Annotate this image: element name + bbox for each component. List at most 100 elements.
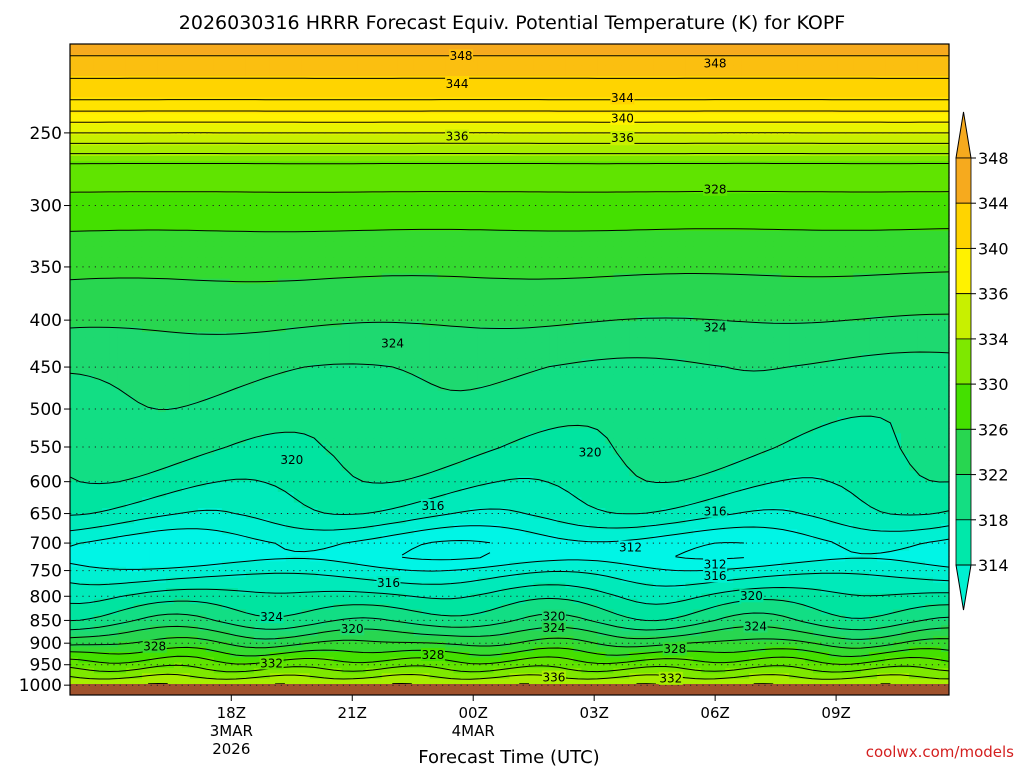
heatmap-cell — [469, 44, 479, 50]
heatmap-cell — [757, 241, 766, 248]
heatmap-cell — [253, 193, 263, 200]
heatmap-cell — [197, 60, 207, 66]
heatmap-cell — [565, 70, 575, 77]
heatmap-cell — [733, 236, 742, 242]
heatmap-cell — [229, 65, 239, 72]
heatmap-cell — [285, 134, 295, 141]
heatmap-cell — [85, 70, 95, 77]
heatmap-cell — [501, 54, 511, 61]
heatmap-cell — [93, 97, 103, 104]
heatmap-cell — [853, 166, 862, 173]
heatmap-cell — [781, 252, 790, 258]
heatmap-cell — [357, 284, 367, 290]
heatmap-cell — [797, 76, 806, 82]
heatmap-cell — [317, 166, 327, 173]
heatmap-cell — [397, 102, 407, 109]
heatmap-cell — [893, 145, 902, 152]
heatmap-cell — [213, 177, 223, 184]
heatmap-cell — [749, 124, 758, 130]
heatmap-cell — [461, 230, 471, 237]
heatmap-cell — [109, 161, 119, 168]
heatmap-cell — [645, 204, 654, 210]
heatmap-cell — [645, 113, 654, 120]
heatmap-cell — [877, 225, 886, 232]
heatmap-cell — [269, 209, 279, 216]
heatmap-cell — [101, 76, 111, 82]
heatmap-cell — [181, 278, 191, 285]
heatmap-cell — [677, 204, 686, 210]
heatmap-cell — [349, 172, 359, 178]
heatmap-cell — [277, 241, 287, 248]
heatmap-cell — [245, 97, 255, 104]
heatmap-cell — [70, 156, 79, 162]
heatmap-cell — [285, 209, 295, 216]
heatmap-cell — [213, 268, 223, 274]
heatmap-cell — [597, 92, 606, 98]
heatmap-cell — [765, 134, 774, 141]
heatmap-cell — [373, 129, 383, 136]
heatmap-cell — [885, 252, 894, 258]
heatmap-cell — [589, 262, 598, 269]
heatmap-cell — [245, 102, 255, 109]
heatmap-cell — [933, 262, 942, 269]
heatmap-cell — [573, 156, 583, 162]
heatmap-cell — [685, 124, 694, 130]
heatmap-cell — [557, 54, 567, 61]
heatmap-cell — [229, 177, 239, 184]
heatmap-cell — [837, 220, 846, 226]
heatmap-cell — [133, 134, 143, 141]
heatmap-cell — [261, 193, 271, 200]
heatmap-cell — [485, 124, 495, 130]
heatmap-cell — [221, 54, 231, 61]
heatmap-cell — [861, 220, 870, 226]
heatmap-cell — [373, 182, 383, 189]
heatmap-cell — [797, 156, 806, 162]
heatmap-cell — [70, 225, 79, 232]
heatmap-cell — [757, 97, 766, 104]
heatmap-cell — [341, 193, 351, 200]
heatmap-cell — [901, 92, 910, 98]
heatmap-cell — [653, 278, 662, 285]
heatmap-cell — [885, 278, 894, 285]
heatmap-cell — [741, 220, 750, 226]
heatmap-cell — [165, 161, 175, 168]
heatmap-cell — [253, 81, 263, 88]
heatmap-cell — [485, 86, 495, 93]
heatmap-cell — [605, 86, 614, 93]
heatmap-cell — [541, 257, 551, 264]
heatmap-cell — [349, 129, 359, 136]
heatmap-cell — [813, 44, 822, 50]
heatmap-cell — [613, 70, 622, 77]
heatmap-cell — [125, 70, 135, 77]
heatmap-cell — [205, 129, 215, 136]
heatmap-cell — [109, 225, 119, 232]
heatmap-cell — [709, 113, 718, 120]
heatmap-cell — [125, 225, 135, 232]
heatmap-cell — [693, 182, 702, 189]
heatmap-cell — [589, 118, 598, 125]
heatmap-cell — [549, 97, 559, 104]
heatmap-cell — [70, 188, 79, 194]
heatmap-cell — [413, 70, 423, 77]
heatmap-cell — [645, 86, 654, 93]
heatmap-cell — [637, 230, 646, 237]
heatmap-cell — [253, 284, 263, 290]
heatmap-cell — [653, 262, 662, 269]
heatmap-cell — [357, 145, 367, 152]
heatmap-cell — [853, 161, 862, 168]
heatmap-cell — [101, 134, 111, 141]
heatmap-cell — [469, 97, 479, 104]
heatmap-cell — [381, 129, 391, 136]
heatmap-cell — [109, 145, 119, 152]
heatmap-cell — [197, 172, 207, 178]
heatmap-cell — [85, 81, 95, 88]
heatmap-cell — [629, 273, 638, 280]
heatmap-cell — [229, 76, 239, 82]
heatmap-cell — [853, 246, 862, 253]
heatmap-cell — [397, 156, 407, 162]
heatmap-cell — [141, 246, 151, 253]
heatmap-cell — [85, 124, 95, 130]
heatmap-cell — [381, 193, 391, 200]
heatmap-cell — [701, 145, 710, 152]
heatmap-cell — [573, 230, 583, 237]
